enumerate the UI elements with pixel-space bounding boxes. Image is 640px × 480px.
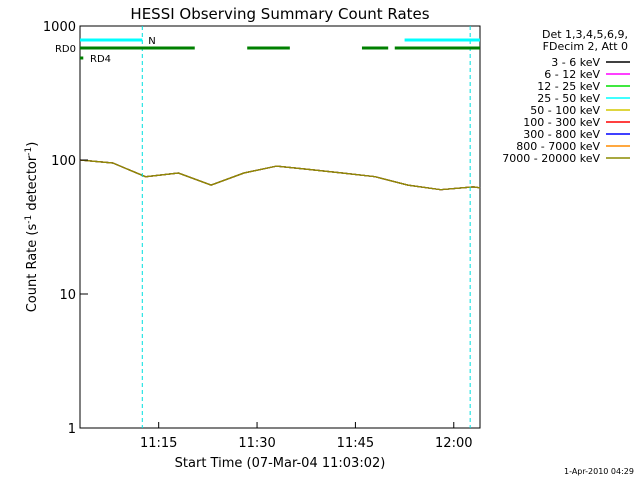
y-axis: 1 10 100 1000	[43, 20, 88, 437]
legend-header-1: Det 1,3,4,5,6,9,	[542, 28, 628, 41]
x-axis: 11:15 11:30 11:45 12:00	[140, 422, 473, 451]
y-axis-label-sup2: -1	[24, 147, 34, 156]
y-tick-label-1: 1	[68, 422, 76, 437]
legend-label-2: 6 - 12 keV	[544, 68, 600, 81]
x-tick-label-1: 11:15	[140, 436, 177, 451]
y-axis-label-sup: -1	[24, 215, 34, 224]
legend-header-2: FDecim 2, Att 0	[543, 40, 628, 53]
legend-label-7: 300 - 800 keV	[523, 128, 600, 141]
y-axis-label-main: Count Rate (s	[25, 224, 40, 313]
marker-layer	[141, 26, 471, 428]
legend-label-6: 100 - 300 keV	[523, 116, 600, 129]
y-axis-label-tail: detector	[25, 155, 40, 215]
x-tick-label-4: 12:00	[435, 436, 472, 451]
legend: Det 1,3,4,5,6,9,FDecim 2, Att 0 3 - 6 keV…	[502, 28, 630, 165]
y-axis-label: Count Rate (s-1 detector-1)	[24, 142, 40, 313]
flag-label-2: RD0	[55, 44, 76, 55]
plot-area: N RD0 RD4	[55, 25, 481, 429]
legend-label-4: 25 - 50 keV	[537, 92, 600, 105]
legend-label-1: 3 - 6 keV	[551, 56, 600, 69]
chart-title: HESSI Observing Summary Count Rates	[130, 5, 429, 23]
legend-label-9: 7000 - 20000 keV	[502, 152, 600, 165]
x-axis-label: Start Time (07-Mar-04 11:03:02)	[175, 456, 386, 471]
flag-label-1: N	[148, 36, 155, 47]
y-axis-label-close: )	[25, 142, 40, 147]
legend-label-5: 50 - 100 keV	[530, 104, 600, 117]
x-tick-label-2: 11:30	[238, 436, 275, 451]
y-tick-label-3: 100	[51, 154, 76, 169]
flag-label-3: RD4	[90, 54, 111, 65]
x-tick-label-3: 11:45	[337, 436, 374, 451]
legend-label-3: 12 - 25 keV	[537, 80, 600, 93]
flag-layer: N RD0 RD4	[55, 36, 480, 65]
y-tick-label-4: 1000	[43, 20, 76, 35]
plot-timestamp: 1-Apr-2010 04:29	[564, 467, 634, 476]
series-layer	[79, 159, 481, 191]
y-tick-label-2: 10	[59, 288, 76, 303]
plot-frame	[79, 25, 481, 429]
legend-label-8: 800 - 7000 keV	[516, 140, 600, 153]
series-line-9	[79, 159, 481, 191]
